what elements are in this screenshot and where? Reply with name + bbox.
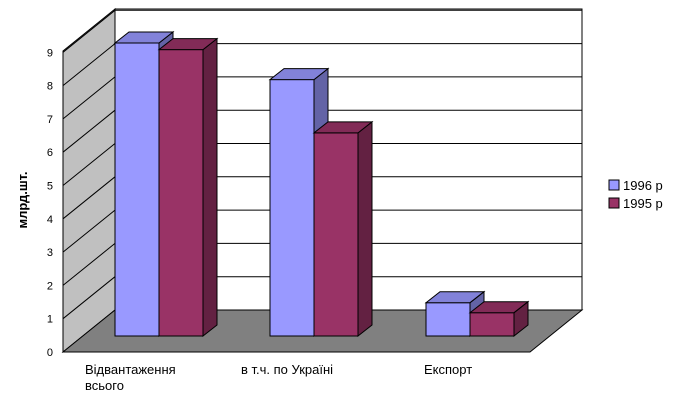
x-category-label: в т.ч. по Україні [241,362,333,377]
y-tick-label: 2 [47,280,53,292]
bar-front [425,302,471,337]
y-tick-label: 6 [47,147,53,159]
legend-swatch [608,197,620,209]
bar-top [424,291,486,304]
y-axis-ticks: 0 1 2 3 4 5 6 7 8 9 [47,47,53,359]
bar-top [157,38,219,51]
bar [268,67,330,338]
y-tick-label: 4 [47,214,53,226]
side-wall [62,7,116,354]
x-category-line: Експорт [424,362,472,377]
legend: 1996 р 1995 р [608,178,663,211]
bar [157,37,219,338]
x-category-label: Відвантаження всього [85,362,176,393]
grid-line-side [62,43,116,86]
y-tick-label: 9 [47,47,53,59]
grid-line-side [62,76,116,120]
grid-line-side [62,176,116,220]
x-axis-categories: Відвантаження всього в т.ч. по Україні Експ… [85,362,472,393]
bars [113,30,530,338]
y-tick-label: 7 [47,114,53,126]
x-category-line: Відвантаження [85,362,176,377]
x-category-label: Експорт [424,362,472,377]
y-tick-label: 0 [47,347,53,359]
bar-side [202,37,218,338]
bar-top [268,68,330,81]
bar [468,300,530,338]
grid-line-side [62,209,116,253]
bar-front [114,42,160,337]
bar-top [312,121,374,134]
bar-front [313,132,359,337]
grid-line-side [62,243,116,286]
grid-line-side [62,9,116,53]
bar-top [468,301,530,314]
grid-line-side [62,276,116,320]
y-tick-label: 5 [47,181,53,193]
bar-front [158,49,204,337]
y-axis-label: млрд.шт. [15,171,30,228]
y-tick-label: 3 [47,247,53,259]
bar-front [469,312,515,337]
y-tick-label: 1 [47,314,53,326]
legend-swatch [608,179,620,191]
grid-line-side [62,109,116,153]
grid-line-side [62,143,116,186]
bar-side [357,120,373,338]
x-category-line: всього [85,378,124,393]
bar-top [113,31,175,44]
y-tick-label: 8 [47,81,53,93]
legend-label: 1996 р [623,178,663,193]
bar [312,120,374,338]
x-category-line: в т.ч. по Україні [241,362,333,377]
legend-label: 1995 р [623,196,663,211]
bar-front [269,79,315,337]
